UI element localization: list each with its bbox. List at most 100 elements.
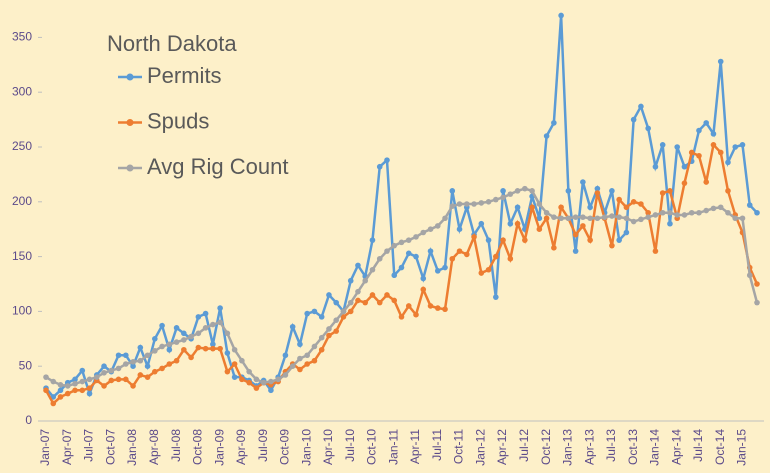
point [500,188,506,194]
point [282,352,289,359]
point [166,346,173,353]
point [754,209,760,216]
point [739,142,746,148]
point [144,352,151,359]
point [420,229,427,236]
point [115,365,122,372]
point [101,369,107,376]
point [152,368,158,375]
point [413,253,419,260]
point [57,394,64,400]
point [253,376,260,383]
point [362,277,369,284]
x-tick-label: Jul-14 [691,429,705,462]
point [594,185,601,192]
x-tick-label: Jan-14 [648,429,662,466]
point [326,332,332,339]
point [72,387,78,394]
point [572,231,579,238]
point [667,188,673,194]
point [732,215,739,222]
point [166,361,173,367]
point [384,157,390,163]
point [725,159,731,166]
point [137,357,144,364]
point [681,163,688,170]
point [340,314,347,320]
point [173,357,180,364]
point [137,372,144,378]
point [384,248,390,254]
x-tick-label: Jan-07 [38,429,52,466]
point [630,116,637,123]
point [493,253,499,260]
x-tick-label: Oct-10 [365,429,379,465]
point [667,209,673,216]
x-tick-label: Jan-12 [473,429,487,466]
point [500,194,506,201]
point [536,215,543,222]
x-tick-label: Jul-12 [517,429,531,462]
point [260,379,267,386]
legend-marker [126,119,134,126]
point [210,321,216,328]
point [195,314,202,320]
point [449,188,456,194]
point [318,334,325,341]
point [536,226,543,232]
point [674,212,680,218]
point [558,215,564,222]
point [659,190,666,196]
point [72,380,78,387]
point [754,299,760,306]
point [609,242,615,249]
point [522,185,528,192]
point [43,387,49,394]
point [471,234,477,240]
point [405,237,412,243]
point [427,303,434,309]
point [493,294,499,300]
point [166,341,173,348]
point [355,288,361,295]
point [529,204,535,211]
point [108,367,115,374]
legend-label: Avg Rig Count [147,154,288,179]
point [434,223,441,229]
point [188,354,194,361]
point [376,299,383,306]
y-tick-label: 300 [12,84,32,98]
point [558,12,564,19]
point [355,262,361,269]
point [159,365,165,372]
point [79,387,86,394]
point [246,379,252,386]
point [580,214,586,220]
point [86,385,93,391]
point [79,378,86,385]
point [616,196,622,203]
point [152,336,158,342]
x-tick-label: Oct-14 [713,429,727,465]
point [304,352,310,359]
x-tick-label: Jul-09 [256,429,270,462]
chart-title: North Dakota [107,31,237,56]
point [398,314,405,320]
point [638,103,644,110]
point [696,127,702,134]
point [551,214,557,220]
point [86,376,93,383]
point [420,286,427,293]
point [347,299,354,306]
point [710,131,717,137]
point [224,330,231,337]
y-tick-label: 0 [25,413,32,427]
point [405,303,412,309]
point [275,376,281,383]
point [50,378,57,385]
point [152,348,158,354]
point [739,215,746,222]
point [391,272,398,279]
point [681,180,688,186]
point [217,319,223,326]
